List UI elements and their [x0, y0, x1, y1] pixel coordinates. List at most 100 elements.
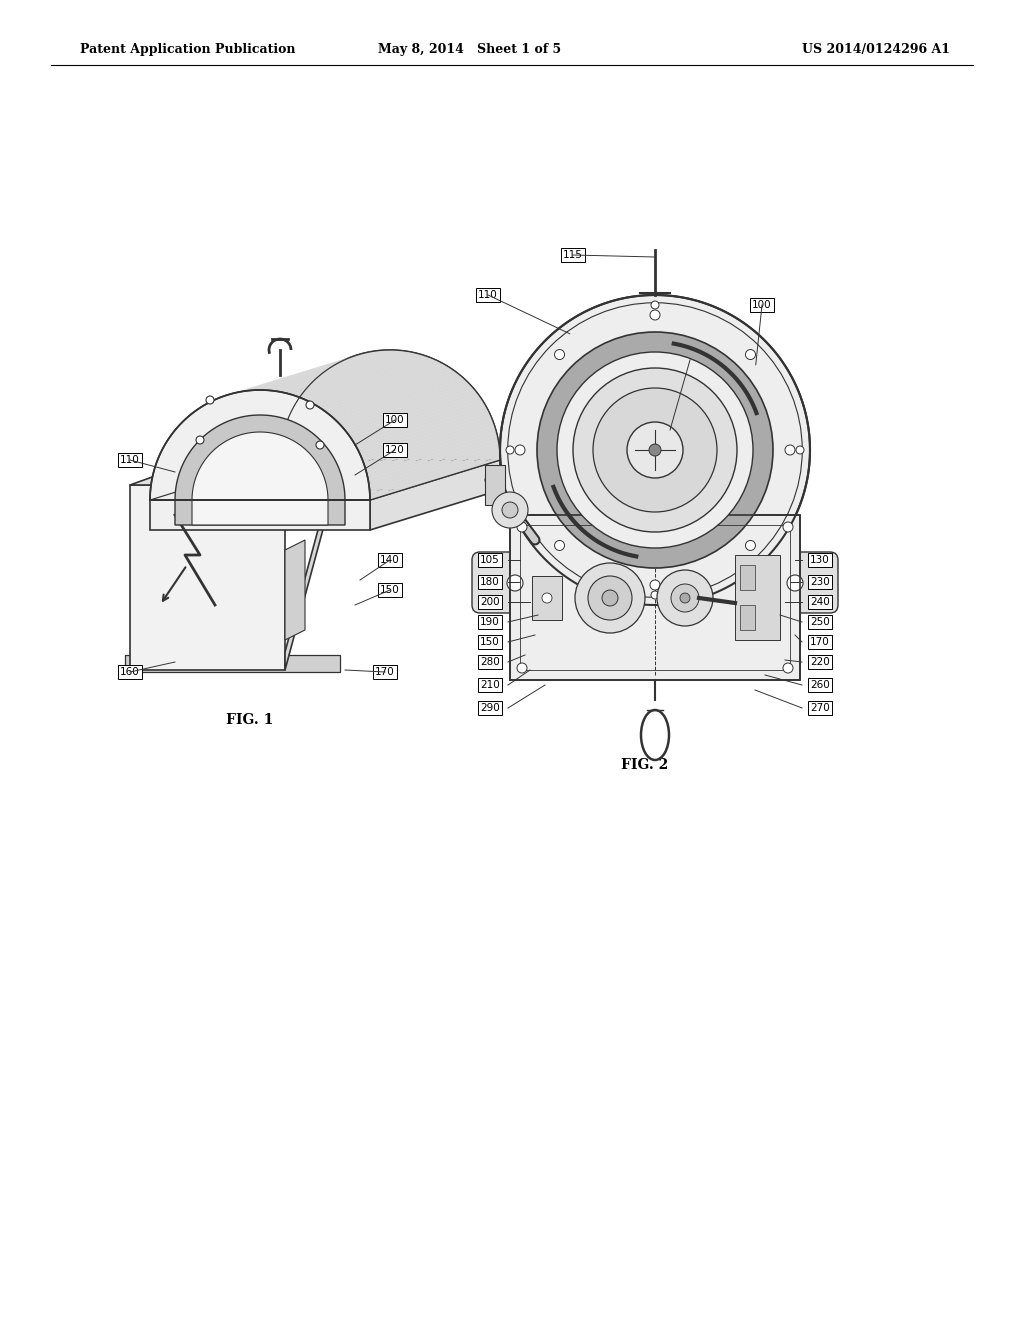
Polygon shape	[221, 356, 354, 397]
Text: May 8, 2014   Sheet 1 of 5: May 8, 2014 Sheet 1 of 5	[379, 44, 561, 57]
Polygon shape	[532, 576, 562, 620]
Polygon shape	[176, 387, 308, 429]
Polygon shape	[153, 433, 284, 475]
Polygon shape	[241, 351, 375, 392]
Polygon shape	[337, 381, 470, 424]
Polygon shape	[217, 358, 351, 399]
Polygon shape	[211, 360, 344, 401]
Polygon shape	[321, 368, 454, 411]
Polygon shape	[159, 413, 291, 455]
Circle shape	[783, 663, 793, 673]
Polygon shape	[318, 367, 451, 408]
Polygon shape	[510, 515, 800, 680]
Circle shape	[517, 663, 527, 673]
Polygon shape	[197, 368, 329, 411]
Polygon shape	[348, 395, 480, 438]
Polygon shape	[202, 364, 335, 407]
Polygon shape	[151, 450, 281, 494]
Polygon shape	[306, 360, 439, 401]
Polygon shape	[309, 362, 442, 403]
Polygon shape	[162, 407, 294, 450]
Polygon shape	[359, 413, 490, 455]
Polygon shape	[151, 442, 282, 486]
Text: 190: 190	[480, 616, 500, 627]
Text: 130: 130	[810, 554, 829, 565]
Polygon shape	[357, 409, 489, 453]
Polygon shape	[158, 416, 289, 459]
Polygon shape	[367, 433, 498, 475]
Circle shape	[555, 350, 564, 359]
Text: 110: 110	[478, 290, 498, 300]
Polygon shape	[151, 453, 281, 496]
Polygon shape	[168, 397, 299, 441]
Polygon shape	[268, 350, 402, 391]
Polygon shape	[258, 350, 392, 389]
Polygon shape	[370, 450, 500, 494]
Text: 105: 105	[480, 554, 500, 565]
Polygon shape	[280, 350, 500, 490]
Text: Patent Application Publication: Patent Application Publication	[80, 44, 296, 57]
Polygon shape	[286, 354, 419, 393]
Text: 240: 240	[810, 597, 829, 607]
Text: 180: 180	[480, 577, 500, 587]
Polygon shape	[169, 395, 301, 438]
Polygon shape	[248, 350, 381, 391]
Text: 250: 250	[810, 616, 829, 627]
Polygon shape	[157, 420, 288, 462]
Polygon shape	[342, 387, 474, 429]
Polygon shape	[315, 364, 447, 407]
Circle shape	[316, 441, 324, 449]
Polygon shape	[227, 354, 360, 395]
Polygon shape	[299, 358, 432, 399]
Polygon shape	[178, 384, 310, 426]
Polygon shape	[208, 362, 341, 403]
Polygon shape	[340, 384, 472, 426]
Text: 120: 120	[385, 445, 404, 455]
Circle shape	[555, 540, 564, 550]
Text: 140: 140	[380, 554, 400, 565]
Circle shape	[650, 579, 660, 590]
Polygon shape	[152, 440, 282, 483]
Polygon shape	[190, 372, 324, 414]
Text: FIG. 2: FIG. 2	[622, 758, 669, 772]
Text: 260: 260	[810, 680, 829, 690]
Polygon shape	[275, 351, 410, 392]
Circle shape	[492, 492, 528, 528]
Polygon shape	[368, 436, 498, 479]
Polygon shape	[205, 363, 338, 405]
Polygon shape	[230, 354, 365, 393]
Circle shape	[651, 301, 659, 309]
Polygon shape	[245, 351, 378, 391]
Text: 115: 115	[563, 249, 583, 260]
Polygon shape	[293, 355, 426, 396]
Polygon shape	[265, 350, 398, 391]
Circle shape	[627, 422, 683, 478]
Text: 210: 210	[480, 680, 500, 690]
Circle shape	[745, 350, 756, 359]
Circle shape	[575, 564, 645, 634]
Polygon shape	[130, 484, 285, 671]
Circle shape	[542, 593, 552, 603]
Circle shape	[506, 446, 514, 454]
Text: 230: 230	[810, 577, 829, 587]
Circle shape	[649, 444, 662, 455]
Polygon shape	[283, 352, 416, 393]
Circle shape	[515, 445, 525, 455]
Text: 150: 150	[380, 585, 400, 595]
Polygon shape	[302, 359, 435, 400]
Polygon shape	[290, 354, 423, 395]
Text: 170: 170	[810, 638, 829, 647]
Circle shape	[573, 368, 737, 532]
Circle shape	[206, 396, 214, 404]
Polygon shape	[180, 381, 313, 424]
Text: 220: 220	[810, 657, 829, 667]
Polygon shape	[155, 425, 286, 469]
Circle shape	[602, 590, 618, 606]
Circle shape	[671, 583, 699, 612]
Polygon shape	[530, 515, 780, 561]
Polygon shape	[370, 459, 500, 531]
Polygon shape	[199, 367, 332, 408]
Polygon shape	[285, 467, 335, 671]
Polygon shape	[354, 404, 486, 446]
Polygon shape	[735, 554, 780, 640]
